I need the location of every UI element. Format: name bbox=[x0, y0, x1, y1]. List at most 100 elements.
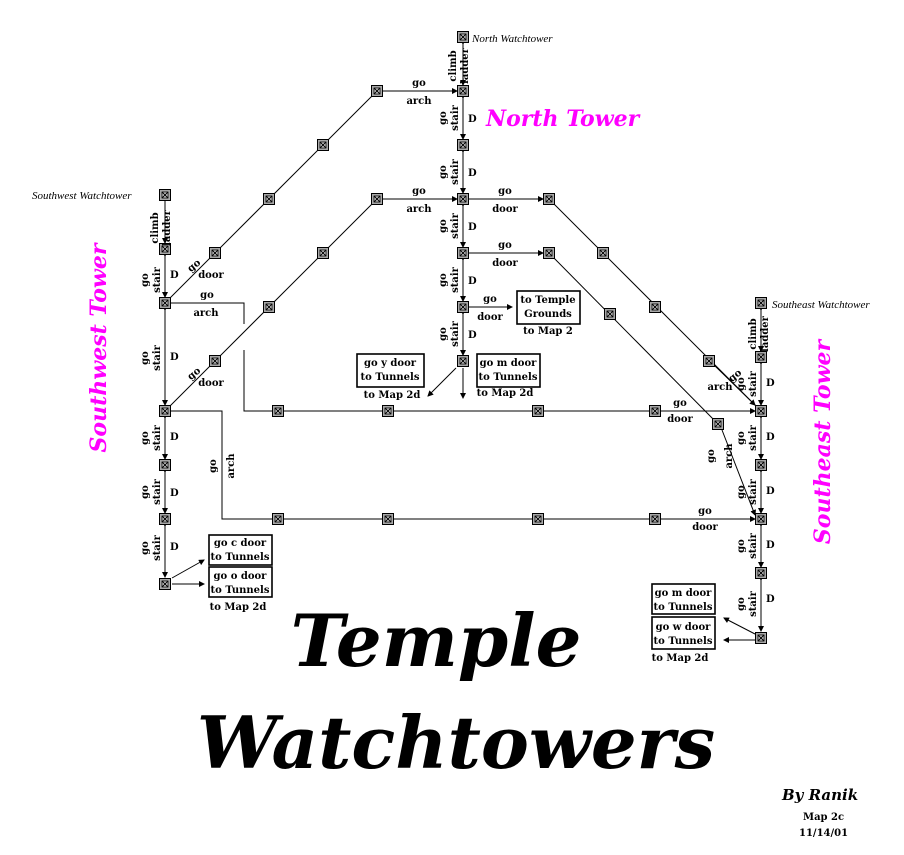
room-marker bbox=[457, 247, 469, 259]
label-d-se5: D bbox=[766, 594, 775, 605]
room-marker bbox=[159, 189, 171, 201]
label-go-stair-se4: go bbox=[736, 539, 747, 553]
credit-date: 11/14/01 bbox=[799, 828, 848, 839]
label-door-nw1: door bbox=[198, 270, 224, 281]
room-marker bbox=[457, 301, 469, 313]
label-go-stair-sw1: go bbox=[140, 273, 151, 287]
label-stair-sw4: stair bbox=[152, 478, 163, 505]
exit-temple-grounds-note: to Map 2 bbox=[523, 326, 573, 337]
exit-north-m-door-note: to Map 2d bbox=[477, 388, 534, 399]
north-watchtower-label: North Watchtower bbox=[471, 33, 553, 45]
room-marker bbox=[755, 297, 767, 309]
exit-w-door-line1: go w door bbox=[656, 622, 712, 633]
direction-labels: climb ladder go stair D go stair D go st… bbox=[140, 47, 775, 617]
label-door-se2: door bbox=[692, 522, 718, 533]
label-d-sw4: D bbox=[170, 488, 179, 499]
label-go-door-2: go bbox=[498, 240, 512, 251]
exit-se-m-door-line1: go m door bbox=[655, 588, 713, 599]
north-tower-title: North Tower bbox=[485, 106, 641, 132]
credit-author: By Ranik bbox=[781, 786, 858, 804]
room-marker bbox=[272, 513, 284, 525]
label-stair-sw1: stair bbox=[152, 266, 163, 293]
label-door-1: door bbox=[492, 204, 518, 215]
label-go-door-3: go bbox=[483, 294, 497, 305]
label-stair-sw2: stair bbox=[152, 344, 163, 371]
exit-c-door-line2: to Tunnels bbox=[211, 552, 270, 563]
exit-north-m-door-line1: go m door bbox=[480, 358, 538, 369]
link-se-arch-2 bbox=[721, 429, 756, 516]
southwest-tower-title: Southwest Tower bbox=[86, 242, 112, 452]
room-marker bbox=[755, 459, 767, 471]
label-go-door-se2: go bbox=[698, 506, 712, 517]
room-marker bbox=[159, 243, 171, 255]
room-marker bbox=[263, 193, 275, 205]
room-marker bbox=[457, 193, 469, 205]
link-sw-arch-top bbox=[166, 300, 245, 324]
label-stair-sw3: stair bbox=[152, 424, 163, 451]
link-south-corridor bbox=[166, 408, 649, 520]
label-arch-sw2: arch bbox=[226, 453, 237, 479]
room-marker bbox=[543, 247, 555, 259]
label-go-stair-n5: go bbox=[438, 327, 449, 341]
room-marker bbox=[597, 247, 609, 259]
label-go-stair-sw4: go bbox=[140, 485, 151, 499]
label-go-stair-n2: go bbox=[438, 165, 449, 179]
exit-o-door: go o door to Tunnels to Map 2d bbox=[208, 566, 273, 613]
label-d-se3: D bbox=[766, 486, 775, 497]
label-go-arch-se2: go bbox=[706, 449, 717, 463]
label-stair-se2: stair bbox=[748, 424, 759, 451]
label-d-se4: D bbox=[766, 540, 775, 551]
room-marker bbox=[755, 632, 767, 644]
label-stair-se5: stair bbox=[748, 590, 759, 617]
room-marker bbox=[159, 513, 171, 525]
label-ladder-sw: ladder bbox=[162, 209, 173, 246]
label-d-n4: D bbox=[468, 276, 477, 287]
exit-temple-grounds: to Temple Grounds to Map 2 bbox=[516, 290, 581, 337]
room-marker bbox=[457, 139, 469, 151]
label-door-nw2: door bbox=[198, 378, 224, 389]
exit-o-door-line2: to Tunnels bbox=[211, 585, 270, 596]
label-stair-sw5: stair bbox=[152, 534, 163, 561]
label-ladder-se: ladder bbox=[760, 315, 771, 352]
exit-c-door-line1: go c door bbox=[214, 538, 267, 549]
label-go-stair-se1: go bbox=[736, 377, 747, 391]
room-marker bbox=[703, 355, 715, 367]
room-marker bbox=[532, 513, 544, 525]
exit-north-m-door: go m door to Tunnels to Map 2d bbox=[476, 353, 541, 399]
label-arch-1: arch bbox=[406, 96, 432, 107]
label-stair-n2: stair bbox=[450, 158, 461, 185]
room-marker bbox=[532, 405, 544, 417]
room-marker bbox=[755, 567, 767, 579]
label-go-stair-sw5: go bbox=[140, 541, 151, 555]
label-climb-sw: climb bbox=[150, 212, 161, 243]
exit-y-door-line2: to Tunnels bbox=[361, 372, 420, 383]
room-marker bbox=[371, 85, 383, 97]
exit-se-note: to Map 2d bbox=[652, 653, 709, 664]
room-marker bbox=[604, 308, 616, 320]
label-arch-se2: arch bbox=[724, 443, 735, 469]
room-marker bbox=[755, 405, 767, 417]
label-ladder-north: ladder bbox=[460, 47, 471, 84]
label-d-n3: D bbox=[468, 222, 477, 233]
label-go-stair-sw3: go bbox=[140, 431, 151, 445]
label-stair-se4: stair bbox=[748, 532, 759, 559]
room-marker bbox=[457, 31, 469, 43]
label-arch-sw: arch bbox=[193, 308, 219, 319]
label-arch-se1: arch bbox=[707, 382, 733, 393]
room-marker bbox=[712, 418, 724, 430]
exit-y-door-note: to Map 2d bbox=[364, 390, 421, 401]
exit-temple-grounds-line1: to Temple bbox=[520, 295, 575, 306]
label-stair-se3: stair bbox=[748, 478, 759, 505]
label-d-sw5: D bbox=[170, 542, 179, 553]
map-title-line1: Temple bbox=[291, 598, 582, 683]
room-marker bbox=[649, 405, 661, 417]
exit-sw-note: to Map 2d bbox=[210, 602, 267, 613]
link-mid-corridor bbox=[243, 350, 649, 412]
link-c-door bbox=[171, 559, 205, 579]
label-d-sw3: D bbox=[170, 432, 179, 443]
exit-o-door-line1: go o door bbox=[214, 571, 268, 582]
label-go-arch-sw2: go bbox=[208, 459, 219, 473]
room-marker bbox=[543, 193, 555, 205]
